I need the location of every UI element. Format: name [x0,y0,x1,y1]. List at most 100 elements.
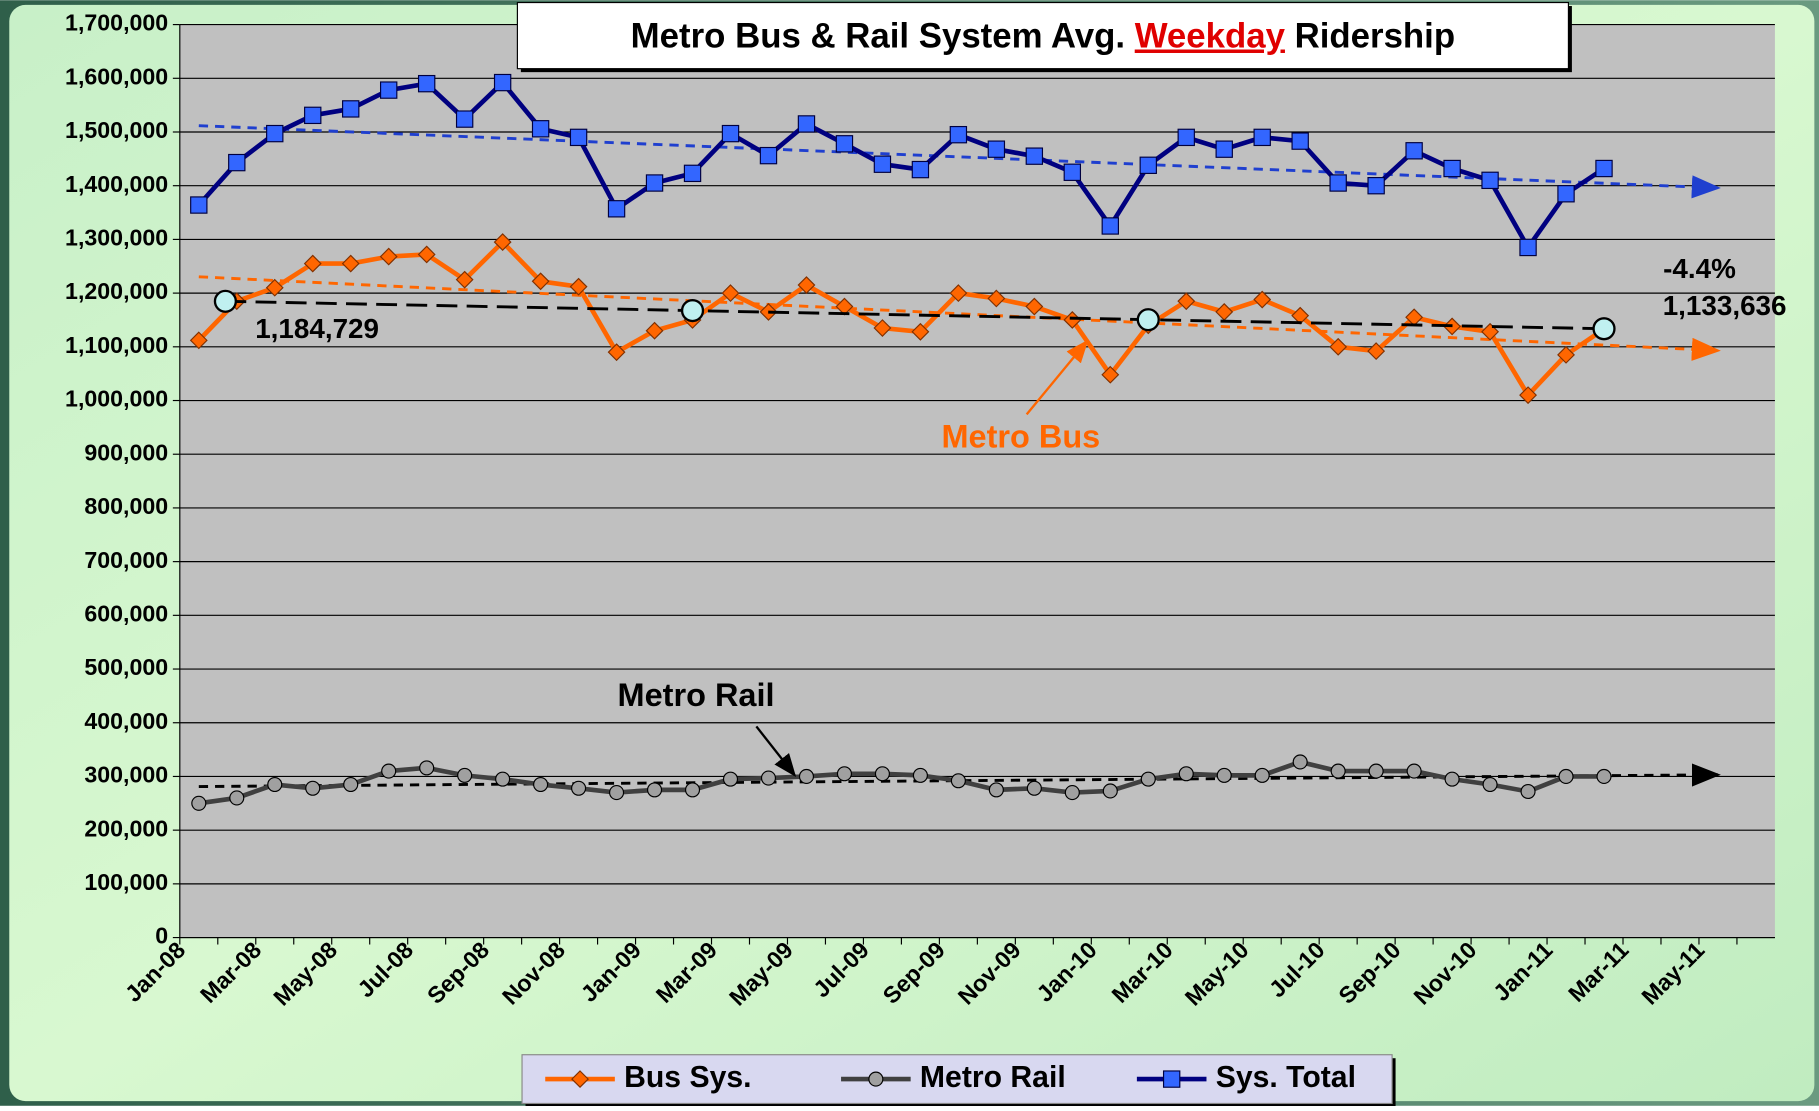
title-highlight: Weekday [1135,17,1286,56]
point [1367,176,1385,195]
y-tick-label: 1,500,000 [65,117,168,143]
point [1367,342,1386,361]
point [1481,171,1499,190]
point [1025,147,1044,165]
point [1064,785,1080,801]
y-tick-label: 1,600,000 [65,63,168,89]
point [229,790,245,806]
point [1519,386,1537,405]
point [1443,159,1461,178]
point [1254,767,1270,783]
point [455,270,474,289]
point [988,782,1004,798]
plot-area [179,24,1775,938]
y-tick-label: 1,700,000 [65,10,168,36]
point [1253,290,1272,309]
point [797,115,816,133]
legend-label: Metro Rail [920,1061,1066,1094]
point [1178,766,1194,782]
point [683,164,702,183]
y-tick-label: 500,000 [84,654,168,680]
point [873,155,892,173]
point [835,135,854,153]
point [304,106,322,125]
point [1595,159,1613,178]
point [342,100,360,118]
point [190,196,208,214]
point [836,766,852,782]
point [1140,771,1156,787]
point [1519,238,1537,257]
y-tick-label: 100,000 [84,869,168,895]
point [417,245,436,264]
point [1405,142,1423,160]
y-tick-label: 900,000 [84,439,168,465]
annotation: -4.4% [1663,253,1736,284]
y-tick-label: 1,100,000 [65,332,168,358]
point [911,322,930,341]
point [684,782,701,798]
point [1292,754,1308,770]
point [379,247,398,266]
point [949,284,968,303]
point [267,776,283,793]
point [759,146,778,165]
point [721,124,740,143]
point [949,125,968,144]
point [1557,185,1575,203]
y-tick-label: 1,400,000 [65,171,168,197]
average-point [680,299,705,323]
point [911,160,930,179]
point [1162,1070,1181,1088]
chart-title: Metro Bus & Rail System Avg. Weekday Rid… [631,17,1455,56]
point [950,773,966,789]
point [1291,132,1309,150]
point [1330,763,1346,779]
average-point [213,289,237,313]
point [873,319,892,337]
point [607,200,626,218]
point [571,780,587,796]
point [1329,174,1347,192]
point [1216,767,1232,783]
y-tick-label: 600,000 [84,600,168,626]
point [341,254,360,273]
point [305,780,321,796]
point [1406,763,1422,779]
point [1520,783,1536,800]
point [189,331,208,350]
annotation: 1,133,636 [1663,290,1787,321]
y-tick-label: 0 [155,923,168,949]
bus-pointer [1025,339,1089,416]
point [569,277,588,296]
point [493,73,512,92]
point [798,768,815,784]
point [987,140,1006,158]
point [609,785,625,801]
trend-line [198,275,1721,361]
point [495,771,511,787]
point [722,771,739,787]
point [1482,776,1498,793]
point [1101,217,1119,235]
point [531,272,550,291]
point [1253,128,1271,147]
point [1444,771,1460,787]
point [571,1070,589,1089]
point [1101,365,1120,384]
point [455,110,474,128]
point [493,233,512,252]
point [1215,140,1233,158]
point [191,795,207,811]
point [569,128,588,147]
trend-line [198,124,1721,199]
title-part: Metro Bus & Rail System Avg. [631,17,1135,56]
legend [521,1054,1393,1105]
point [1063,163,1082,181]
point [419,760,435,776]
point [379,81,398,99]
point [381,763,397,779]
point [1329,337,1348,356]
y-tick-label: 1,200,000 [65,278,168,304]
point [533,776,549,793]
